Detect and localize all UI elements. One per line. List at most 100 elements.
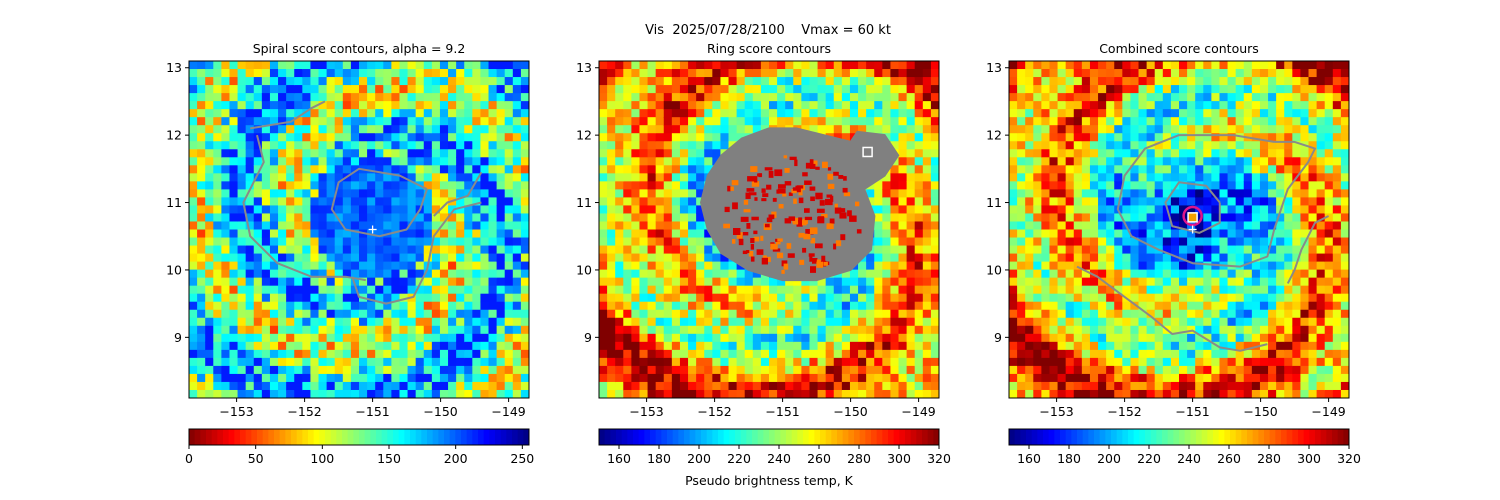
heatmap-cell <box>898 197 908 207</box>
heatmap-cell <box>496 165 506 174</box>
colorbar-segment <box>893 429 900 445</box>
heatmap-cell <box>663 333 673 343</box>
heatmap-cell <box>310 197 320 207</box>
heatmap-cell <box>1025 301 1034 311</box>
heatmap-cell <box>480 373 490 383</box>
heatmap-cell <box>375 245 384 255</box>
heatmap-cell <box>696 253 705 263</box>
heatmap-cell <box>278 69 287 78</box>
heatmap-cell <box>278 389 287 398</box>
heatmap-cell <box>679 325 689 335</box>
heatmap-cell <box>520 149 529 158</box>
heatmap-cell <box>866 197 875 207</box>
heatmap-cell <box>221 85 231 94</box>
heatmap-cell <box>1049 205 1059 215</box>
heatmap-cell <box>1170 253 1180 263</box>
heatmap-cell <box>197 149 206 158</box>
speckle-pixel <box>743 209 751 213</box>
heatmap-cell <box>769 373 778 383</box>
heatmap-cell <box>1130 277 1140 287</box>
heatmap-cell <box>1009 309 1018 319</box>
heatmap-cell <box>639 245 649 255</box>
heatmap-cell <box>205 149 214 158</box>
heatmap-cell <box>342 341 352 351</box>
heatmap-cell <box>728 285 738 295</box>
heatmap-cell <box>906 109 916 118</box>
heatmap-cell <box>286 149 295 158</box>
heatmap-cell <box>399 309 409 319</box>
heatmap-cell <box>1057 341 1067 351</box>
heatmap-cell <box>1179 101 1188 110</box>
heatmap-cell <box>375 109 384 118</box>
heatmap-cell <box>334 317 344 327</box>
heatmap-cell <box>278 133 287 142</box>
heatmap-cell <box>882 349 892 359</box>
heatmap-cell <box>229 253 239 263</box>
heatmap-cell <box>512 157 522 166</box>
heatmap-cell <box>736 381 746 391</box>
heatmap-cell <box>623 341 632 351</box>
heatmap-cell <box>439 381 449 391</box>
heatmap-cell <box>488 69 498 78</box>
heatmap-cell <box>793 309 802 319</box>
heatmap-cell <box>302 381 312 391</box>
heatmap-cell <box>302 117 312 126</box>
heatmap-cell <box>631 165 641 174</box>
heatmap-cell <box>310 381 320 391</box>
heatmap-cell <box>631 373 641 383</box>
heatmap-cell <box>1009 277 1018 287</box>
heatmap-cell <box>696 141 705 150</box>
heatmap-cell <box>914 341 924 351</box>
heatmap-cell <box>407 85 417 94</box>
heatmap-cell <box>520 277 529 287</box>
heatmap-cell <box>752 341 762 351</box>
heatmap-cell <box>237 245 247 255</box>
heatmap-cell <box>480 61 490 70</box>
heatmap-cell <box>480 213 490 223</box>
heatmap-cell <box>310 221 320 231</box>
heatmap-cell <box>615 285 624 295</box>
heatmap-cell <box>253 373 263 383</box>
heatmap-cell <box>423 205 433 215</box>
heatmap-cell <box>728 365 738 375</box>
speckle-pixel <box>821 213 828 218</box>
heatmap-cell <box>1081 61 1091 70</box>
heatmap-cell <box>1106 213 1115 223</box>
heatmap-cell <box>375 357 384 367</box>
heatmap-cell <box>1203 213 1212 223</box>
heatmap-cell <box>769 93 778 102</box>
heatmap-cell <box>504 285 514 295</box>
heatmap-cell <box>1041 341 1051 351</box>
colorbar-segment <box>650 429 657 445</box>
heatmap-cell <box>647 325 657 335</box>
heatmap-cell <box>197 357 206 367</box>
heatmap-cell <box>1009 357 1018 367</box>
heatmap-cell <box>696 373 705 383</box>
heatmap-cell <box>261 341 271 351</box>
heatmap-cell <box>383 165 392 174</box>
heatmap-cell <box>1073 277 1083 287</box>
heatmap-cell <box>318 293 328 303</box>
heatmap-cell <box>237 357 247 367</box>
heatmap-cell <box>375 373 384 383</box>
heatmap-cell <box>480 117 490 126</box>
heatmap-cell <box>599 245 608 255</box>
heatmap-cell <box>1025 165 1034 174</box>
heatmap-cell <box>399 181 409 190</box>
colorbar-segment <box>438 429 445 445</box>
heatmap-cell <box>286 189 295 198</box>
colorbar-tick-label: 180 <box>647 451 671 466</box>
heatmap-cell <box>261 237 271 247</box>
colorbar-segment <box>506 429 513 445</box>
heatmap-cell <box>1203 373 1212 383</box>
heatmap-cell <box>712 293 722 303</box>
heatmap-cell <box>294 181 303 190</box>
heatmap-cell <box>1203 117 1212 126</box>
heatmap-cell <box>1130 373 1140 383</box>
heatmap-cell <box>253 189 263 198</box>
heatmap-cell <box>922 245 932 255</box>
heatmap-cell <box>866 109 875 118</box>
heatmap-cell <box>1025 101 1034 110</box>
heatmap-cell <box>898 373 908 383</box>
heatmap-cell <box>1114 293 1123 303</box>
